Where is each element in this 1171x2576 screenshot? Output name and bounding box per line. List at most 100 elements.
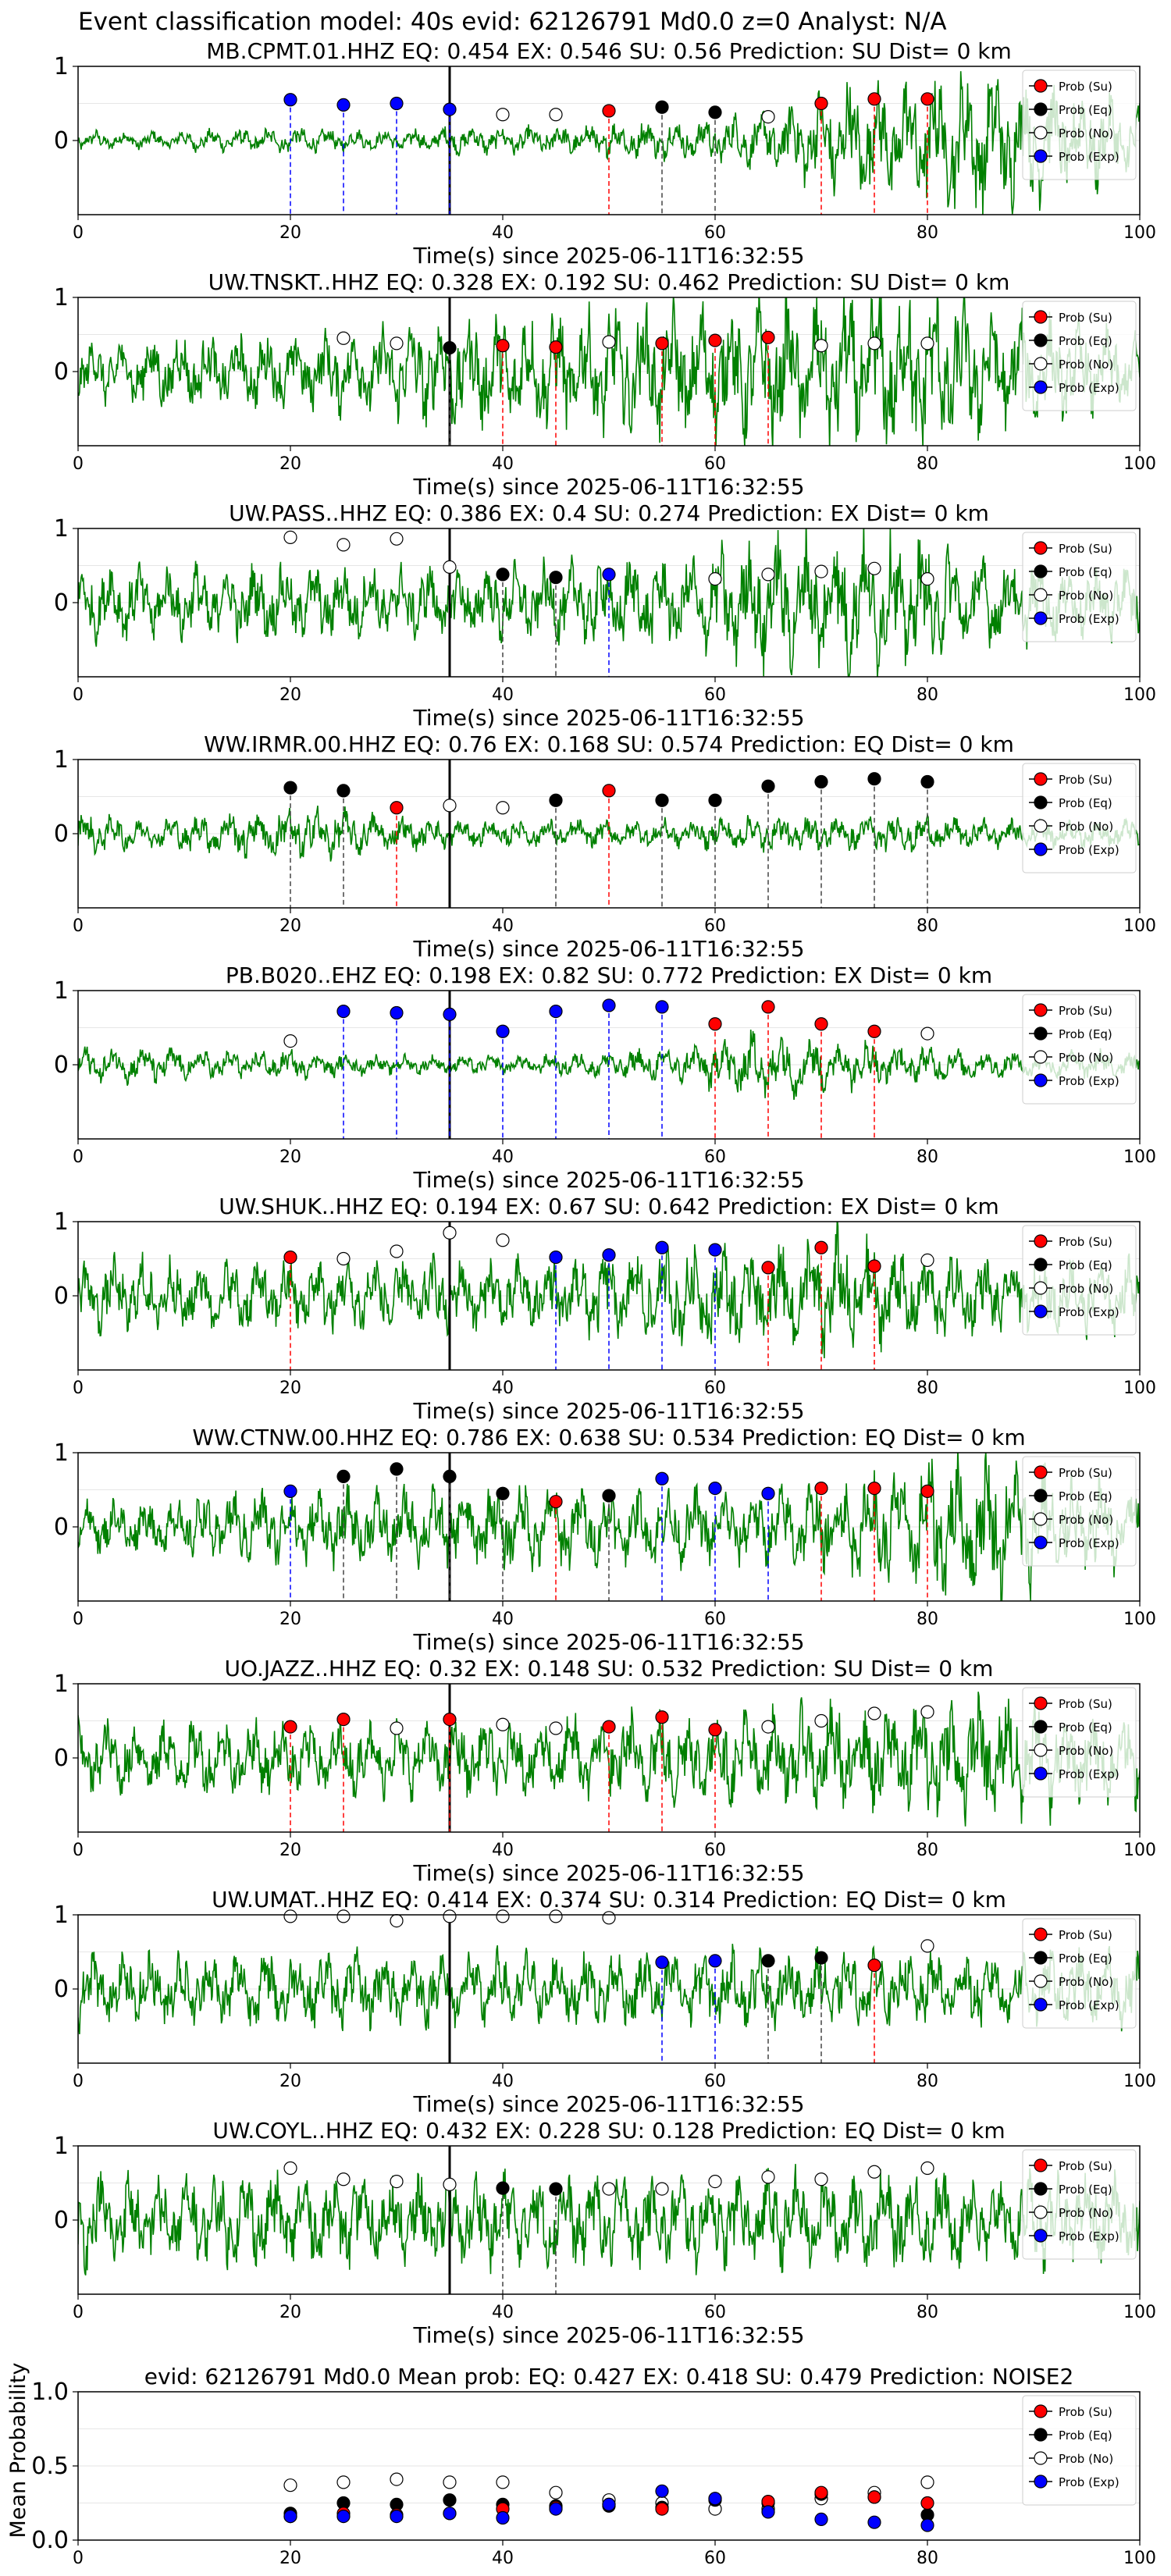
prob-point-no (920, 336, 934, 350)
legend-marker-exp (1034, 611, 1048, 625)
y-tick-label: 1 (54, 977, 69, 1005)
x-tick-label: 20 (279, 223, 301, 243)
legend-label: Prob (No) (1059, 2206, 1113, 2220)
legend-marker-exp (1034, 1073, 1048, 1087)
x-tick-label: 80 (917, 685, 938, 705)
prob-point-exp (549, 1250, 563, 1265)
mean-point-exp (336, 2510, 351, 2524)
prob-point-no (814, 339, 828, 353)
x-tick-label: 0 (73, 2303, 84, 2322)
legend-label: Prob (Eq) (1059, 796, 1112, 810)
legend-label: Prob (Eq) (1059, 565, 1112, 579)
legend-label: Prob (Su) (1059, 1004, 1112, 1018)
legend-marker-su (1034, 1696, 1048, 1710)
x-tick-label: 0 (73, 685, 84, 705)
prob-point-eq (655, 793, 669, 807)
panel-title: UW.UMAT..HHZ EQ: 0.414 EX: 0.374 SU: 0.3… (212, 1887, 1006, 1912)
prob-point-no (920, 1705, 934, 1719)
prob-point-eq (708, 105, 722, 119)
x-tick-label: 40 (492, 685, 514, 705)
legend-marker-no (1034, 1050, 1048, 1064)
y-tick-label: 1 (54, 1670, 69, 1698)
prob-point-no (708, 571, 722, 586)
prob-point-su (602, 104, 616, 118)
prob-point-su (283, 1250, 297, 1265)
prob-point-no (390, 2175, 404, 2189)
prob-point-su (655, 336, 669, 350)
x-tick-label: 100 (1123, 223, 1156, 243)
legend-label: Prob (Eq) (1059, 1027, 1112, 1041)
x-tick-label: 20 (279, 1610, 301, 1629)
prob-point-eq (283, 781, 297, 795)
seismogram-trace (78, 2164, 1140, 2275)
legend-label: Prob (Eq) (1059, 1720, 1112, 1735)
legend-label: Prob (Exp) (1059, 843, 1119, 857)
x-tick-label: 40 (492, 1147, 514, 1167)
prob-point-su (867, 1481, 881, 1496)
x-axis-label: Time(s) since 2025-06-11T16:32:55 (412, 1398, 804, 1424)
x-tick-label: 60 (704, 2303, 726, 2322)
legend-marker-eq (1034, 1720, 1048, 1734)
legend-marker-eq (1034, 102, 1048, 116)
legend-label: Prob (Exp) (1059, 1767, 1119, 1781)
x-tick-label: 60 (704, 1147, 726, 1167)
prob-point-no (867, 2165, 881, 2179)
mean-point-exp (655, 2484, 669, 2498)
panel-title: WW.IRMR.00.HHZ EQ: 0.76 EX: 0.168 SU: 0.… (204, 731, 1014, 757)
prob-point-no (390, 1721, 404, 1735)
seismogram-trace (78, 528, 1140, 677)
panel-title: PB.B020..EHZ EQ: 0.198 EX: 0.82 SU: 0.77… (226, 962, 992, 988)
prob-point-eq (761, 779, 775, 793)
legend-marker-su (1034, 2158, 1048, 2172)
panel-2: UW.TNSKT..HHZ EQ: 0.328 EX: 0.192 SU: 0.… (54, 269, 1156, 500)
y-tick-label: 1 (54, 746, 69, 774)
panel-title: MB.CPMT.01.HHZ EQ: 0.454 EX: 0.546 SU: 0… (206, 38, 1012, 64)
x-tick-label: 100 (1123, 1610, 1156, 1629)
x-tick-label: 80 (917, 1841, 938, 1860)
panel-title: UW.TNSKT..HHZ EQ: 0.328 EX: 0.192 SU: 0.… (208, 269, 1010, 295)
prob-point-no (920, 1939, 934, 1953)
legend-marker-no (1034, 1743, 1048, 1757)
panel-3: UW.PASS..HHZ EQ: 0.386 EX: 0.4 SU: 0.274… (54, 500, 1156, 731)
prob-point-no (655, 2182, 669, 2196)
x-tick-label: 20 (279, 2303, 301, 2322)
prob-point-no (761, 1720, 775, 1734)
legend-marker-eq (1034, 1489, 1048, 1503)
legend-box (1022, 1225, 1137, 1336)
prob-point-exp (655, 1471, 669, 1485)
legend-marker-su (1034, 1003, 1048, 1017)
y-tick-label: 0 (54, 1514, 69, 1541)
prob-point-no (336, 1251, 351, 1266)
legend-label: Prob (Su) (1059, 773, 1112, 787)
legend-marker-eq (1034, 2428, 1048, 2442)
mean-point-no (496, 2475, 510, 2489)
prob-point-su (549, 340, 563, 354)
prob-point-su (336, 1713, 351, 1727)
x-axis-label: Time(s) since 2025-06-11T16:32:55 (412, 1860, 804, 1886)
panel-title: UW.SHUK..HHZ EQ: 0.194 EX: 0.67 SU: 0.64… (219, 1194, 998, 1219)
x-axis-label: Time(s) since 2025-06-11T16:32:55 (412, 705, 804, 731)
x-tick-label: 60 (704, 1610, 726, 1629)
panel-7: WW.CTNW.00.HHZ EQ: 0.786 EX: 0.638 SU: 0… (54, 1425, 1156, 1655)
x-tick-label: 40 (492, 1610, 514, 1629)
prob-point-no (443, 1909, 457, 1923)
x-tick-label: 100 (1123, 2549, 1156, 2568)
x-axis-label: Time(s) since 2025-06-11T16:32:55 (412, 474, 804, 500)
x-tick-label: 0 (73, 1147, 84, 1167)
prob-point-eq (496, 1486, 510, 1500)
x-tick-label: 80 (917, 223, 938, 243)
y-tick-label: 0 (54, 2207, 69, 2234)
prob-point-eq (655, 100, 669, 114)
legend-label: Prob (Eq) (1059, 1952, 1112, 1966)
mean-point-exp (708, 2492, 722, 2506)
y-tick-label: 1 (54, 515, 69, 543)
prob-point-exp (283, 1484, 297, 1499)
prob-point-no (602, 335, 616, 349)
mean-point-exp (920, 2518, 934, 2532)
figure-suptitle: Event classification model: 40s evid: 62… (78, 8, 947, 36)
prob-point-no (336, 538, 351, 552)
legend-marker-no (1034, 1281, 1048, 1295)
prob-point-su (602, 784, 616, 798)
x-tick-label: 20 (279, 2072, 301, 2091)
legend-marker-no (1034, 126, 1048, 140)
